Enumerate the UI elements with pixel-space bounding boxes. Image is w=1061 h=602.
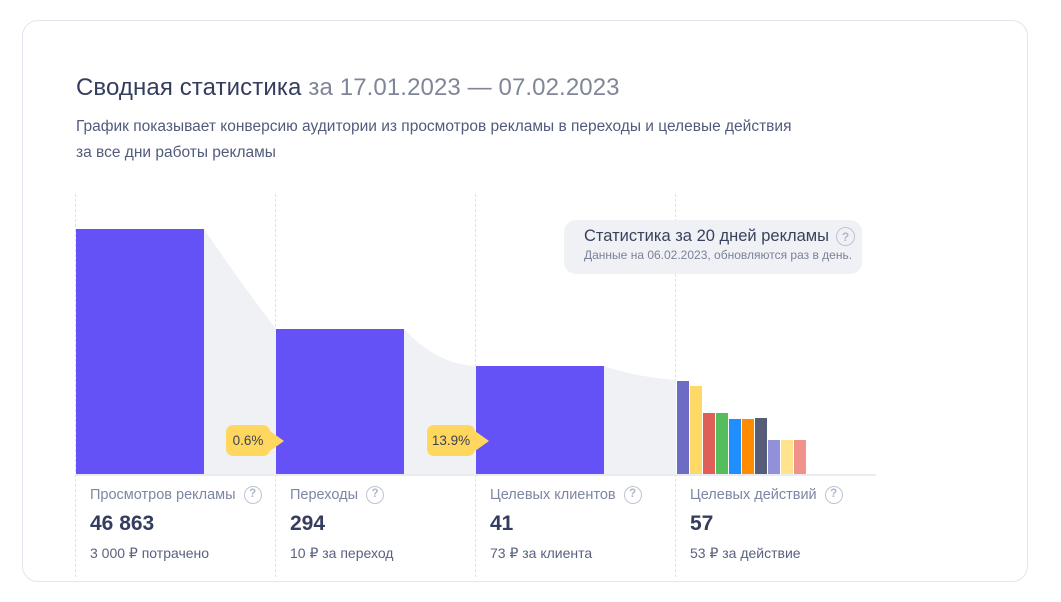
stat-value: 294 bbox=[290, 512, 326, 535]
target-action-bar[interactable] bbox=[768, 440, 780, 474]
help-icon[interactable]: ? bbox=[836, 227, 855, 246]
stat-note: 73 ₽ за клиента bbox=[490, 545, 593, 561]
description-line-2: за все дни работы рекламы bbox=[76, 144, 276, 161]
target-actions-bars bbox=[677, 354, 809, 474]
stat-value: 41 bbox=[490, 512, 514, 535]
help-icon[interactable]: ? bbox=[366, 485, 385, 504]
tooltip-subtitle: Данные на 06.02.2023, обновляются раз в … bbox=[584, 248, 853, 262]
title-text: Сводная статистика bbox=[76, 74, 302, 101]
bar-ad-views[interactable] bbox=[76, 229, 204, 474]
help-icon[interactable]: ? bbox=[243, 485, 262, 504]
chart-description: График показывает конверсию аудитории из… bbox=[76, 114, 876, 166]
bar-target-clients[interactable] bbox=[476, 366, 604, 474]
stat-note: 10 ₽ за переход bbox=[290, 545, 394, 561]
target-action-bar[interactable] bbox=[677, 381, 689, 474]
grid-line-1 bbox=[75, 194, 76, 577]
target-action-bar[interactable] bbox=[729, 419, 741, 474]
conversion-badge-views-to-clicks: 0.6% bbox=[226, 425, 284, 456]
stat-note: 53 ₽ за действие bbox=[690, 545, 801, 561]
title-date-range: за 17.01.2023 — 07.02.2023 bbox=[308, 74, 620, 101]
stat-label: Просмотров рекламы bbox=[90, 486, 236, 503]
stat-note: 3 000 ₽ потрачено bbox=[90, 545, 210, 561]
conversion-value: 13.9% bbox=[431, 433, 471, 448]
stat-value: 57 bbox=[690, 512, 714, 535]
funnel-chart bbox=[76, 194, 876, 476]
target-action-bar[interactable] bbox=[781, 440, 793, 474]
stat-label: Целевых клиентов bbox=[490, 486, 616, 503]
help-icon[interactable]: ? bbox=[824, 485, 843, 504]
help-icon[interactable]: ? bbox=[623, 485, 642, 504]
chart-baseline bbox=[76, 474, 876, 476]
conversion-value: 0.6% bbox=[232, 433, 264, 448]
target-action-bar[interactable] bbox=[690, 386, 702, 474]
tooltip-title: Статистика за 20 дней рекламы bbox=[584, 227, 829, 245]
description-line-1: График показывает конверсию аудитории из… bbox=[76, 118, 792, 135]
target-action-bar[interactable] bbox=[716, 413, 728, 474]
stat-value: 46 863 bbox=[90, 512, 155, 535]
page-title: Сводная статистика за 17.01.2023 — 07.02.… bbox=[76, 74, 620, 102]
stat-ad-views: Просмотров рекламы ? 46 863 3 000 ₽ потр… bbox=[90, 485, 276, 562]
bar-clicks[interactable] bbox=[276, 329, 404, 474]
target-action-bar[interactable] bbox=[794, 440, 806, 474]
target-action-bar[interactable] bbox=[755, 418, 767, 474]
stats-period-tooltip: Статистика за 20 дней рекламы ? Данные н… bbox=[564, 220, 862, 274]
conversion-badge-clicks-to-clients: 13.9% bbox=[427, 425, 489, 456]
stat-clicks: Переходы ? 294 10 ₽ за переход bbox=[290, 485, 476, 562]
target-action-bar[interactable] bbox=[742, 419, 754, 474]
summary-statistics-card: Сводная статистика за 17.01.2023 — 07.02.… bbox=[22, 20, 1028, 582]
stat-target-actions: Целевых действий ? 57 53 ₽ за действие bbox=[690, 485, 876, 562]
stat-target-clients: Целевых клиентов ? 41 73 ₽ за клиента bbox=[490, 485, 676, 562]
stat-label: Целевых действий bbox=[690, 486, 817, 503]
target-action-bar[interactable] bbox=[703, 413, 715, 474]
stat-label: Переходы bbox=[290, 486, 359, 503]
